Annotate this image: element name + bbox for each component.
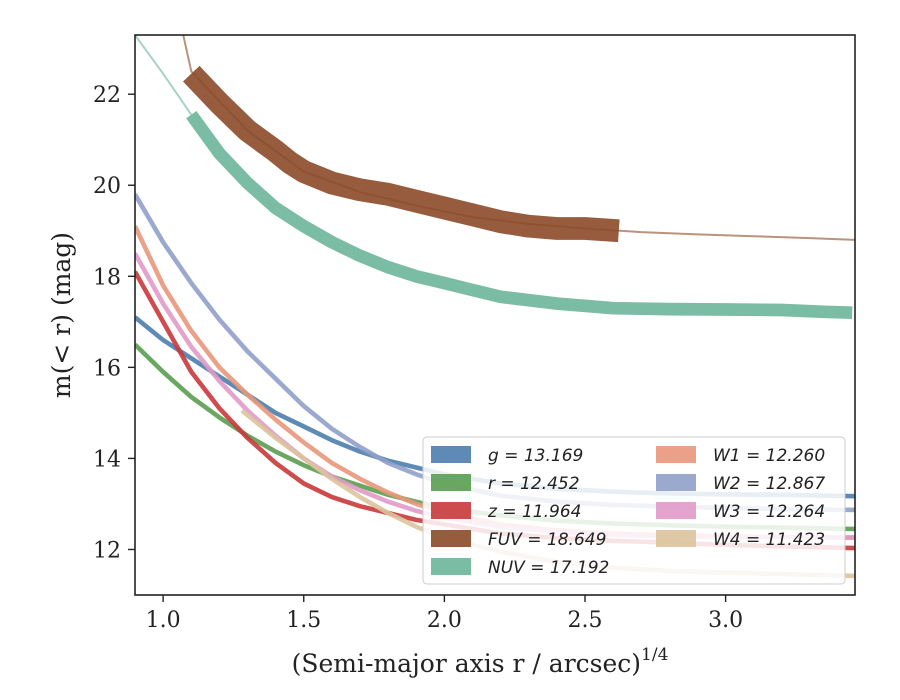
y-tick-label: 12 — [93, 538, 121, 563]
legend-label-fuv: FUV = 18.649 — [488, 530, 606, 550]
x-axis-label-exponent: 1/4 — [641, 645, 668, 665]
series-fuv-band — [183, 65, 620, 243]
legend-swatch-w3 — [656, 502, 696, 519]
legend-swatch-fuv — [431, 530, 471, 547]
y-axis-ticks: 12 14 16 18 20 22 — [93, 83, 135, 563]
x-tick-label: 1.5 — [286, 608, 321, 633]
legend-label-z: z = 11.964 — [487, 502, 581, 522]
legend-swatch-w4 — [656, 530, 696, 547]
legend-swatch-r — [431, 474, 471, 491]
legend-swatch-g — [431, 446, 471, 463]
x-tick-label: 2.5 — [568, 608, 603, 633]
y-axis-label: m(< r) (mag) — [47, 232, 76, 398]
x-axis-label: (Semi-major axis r / arcsec)1/4 — [292, 645, 669, 678]
plot-frame — [134, 34, 856, 596]
legend-label-g: g = 13.169 — [488, 446, 583, 466]
series-nuv-band — [186, 110, 853, 320]
legend-swatch-z — [431, 502, 471, 519]
x-tick-label: 3.0 — [708, 608, 743, 633]
x-tick-label: 2.0 — [427, 608, 462, 633]
legend-label-w2: W2 = 12.867 — [713, 474, 825, 494]
legend-swatch-w1 — [656, 446, 696, 463]
y-tick-label: 20 — [93, 174, 121, 199]
legend-label-w1: W1 = 12.260 — [713, 446, 825, 466]
legend-frame — [422, 436, 846, 585]
y-tick-label: 22 — [93, 83, 121, 108]
legend: g = 13.169 r = 12.452 z = 11.964 FUV = 18.6… — [422, 436, 846, 585]
series-nuv-extension-line — [135, 35, 193, 116]
x-axis-label-main: (Semi-major axis r / arcsec) — [292, 649, 641, 678]
legend-label-w3: W3 = 12.264 — [713, 502, 825, 522]
y-tick-label: 18 — [93, 265, 121, 290]
y-tick-label: 16 — [93, 356, 121, 381]
legend-label-r: r = 12.452 — [488, 474, 580, 494]
legend-swatch-w2 — [656, 474, 696, 491]
legend-label-w4: W4 = 11.423 — [713, 530, 825, 550]
x-tick-label: 1.0 — [146, 608, 181, 633]
legend-label-nuv: NUV = 17.192 — [488, 558, 609, 578]
x-axis-ticks: 1.0 1.5 2.0 2.5 3.0 — [146, 595, 743, 633]
y-tick-label: 14 — [93, 447, 121, 472]
legend-swatch-nuv — [431, 558, 471, 575]
